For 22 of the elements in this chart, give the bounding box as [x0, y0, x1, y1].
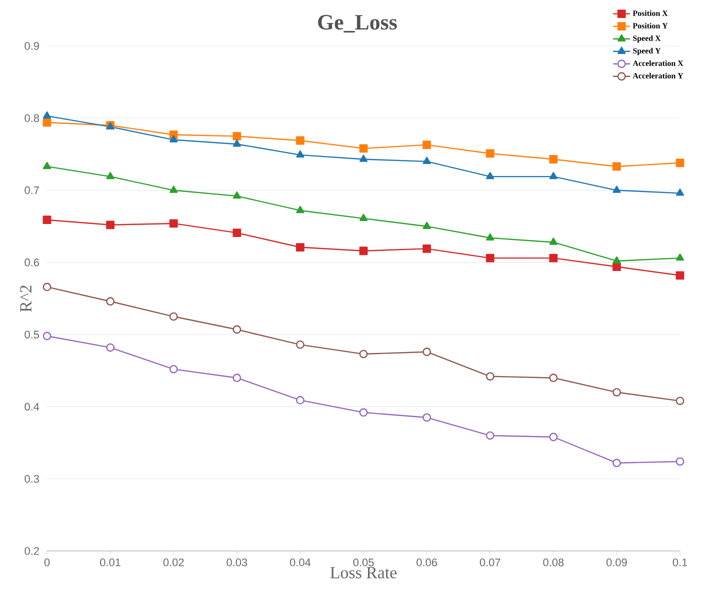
y-tick-label: 0.8	[24, 114, 40, 122]
y-tick-label: 0.5	[24, 330, 40, 338]
x-tick-label: 0.1	[672, 558, 688, 566]
x-tick-label: 0.08	[543, 558, 564, 566]
y-tick-label: 0.3	[24, 474, 40, 483]
y-tick-label: 0.6	[24, 258, 40, 266]
x-tick-label: 0.05	[353, 558, 374, 566]
y-tick-label: 0.4	[24, 402, 40, 411]
y-tick-label: 0.2	[24, 547, 39, 555]
x-tick-label: 0.06	[416, 558, 437, 566]
chart-title: Ge_Loss	[318, 14, 397, 32]
x-tick-label: 0	[44, 558, 50, 566]
y-tick-label: 0.9	[24, 42, 39, 50]
x-tick-label: 0.09	[606, 558, 627, 566]
x-tick-label: 0.01	[100, 558, 120, 566]
x-tick-label: 0.04	[290, 558, 311, 566]
x-axis-title: Loss Rate	[330, 567, 397, 578]
x-tick-label: 0.02	[163, 558, 184, 566]
x-tick-label: 0.07	[480, 558, 500, 566]
y-axis-title: R^2	[20, 286, 32, 312]
y-tick-label: 0.7	[24, 186, 39, 194]
x-tick-label: 0.03	[226, 558, 248, 566]
